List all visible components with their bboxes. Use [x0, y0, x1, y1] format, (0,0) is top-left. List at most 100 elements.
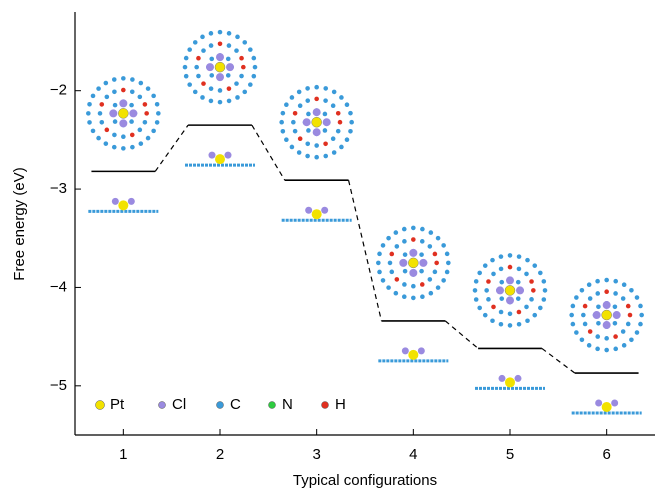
atom: [517, 310, 522, 315]
atom: [323, 98, 328, 103]
atom: [348, 129, 353, 134]
atom: [595, 279, 600, 284]
atom: [225, 152, 232, 159]
atom: [305, 154, 310, 159]
atom: [420, 282, 425, 287]
atom: [506, 296, 514, 304]
atom: [99, 120, 104, 125]
atom: [376, 261, 381, 266]
atom: [313, 108, 321, 116]
atom: [411, 237, 416, 242]
atom: [112, 90, 117, 95]
atom: [604, 348, 609, 353]
atom: [187, 47, 192, 52]
atom: [499, 322, 504, 327]
atom: [569, 313, 574, 318]
atom: [121, 88, 126, 93]
side-view-illustration: [88, 198, 158, 212]
atom: [201, 81, 206, 86]
atom: [314, 97, 319, 102]
atom: [227, 86, 232, 91]
y-tick-label: −2: [50, 82, 67, 99]
side-view-illustration: [185, 152, 255, 166]
atom: [331, 136, 336, 141]
atom: [574, 295, 579, 300]
atom: [139, 141, 144, 146]
atom: [151, 129, 156, 134]
chart: Free energy (eV) Typical configurations …: [0, 0, 656, 491]
atom: [532, 263, 537, 268]
atom: [377, 252, 382, 257]
atom: [411, 226, 416, 231]
atom: [323, 86, 328, 91]
atom: [419, 269, 424, 274]
atom: [622, 282, 627, 287]
atom: [474, 297, 479, 302]
atom: [242, 40, 247, 45]
atom: [595, 400, 602, 407]
atom: [596, 304, 601, 309]
atom: [441, 278, 446, 283]
atom: [602, 402, 612, 412]
atom: [121, 76, 126, 81]
legend-marker: [269, 402, 276, 409]
atom: [323, 118, 331, 126]
legend-marker: [217, 402, 224, 409]
atom: [242, 90, 247, 95]
atom: [313, 128, 321, 136]
atom: [218, 88, 223, 93]
atom: [403, 269, 408, 274]
atom: [184, 74, 189, 79]
atom: [155, 120, 160, 125]
atom: [571, 322, 576, 327]
legend-marker: [322, 402, 329, 409]
atom: [129, 119, 134, 124]
atom: [595, 291, 600, 296]
atom: [626, 322, 631, 327]
atom: [130, 133, 135, 138]
molecule-illustration: [279, 85, 354, 160]
atom: [193, 40, 198, 45]
atom: [635, 330, 640, 335]
atom: [226, 63, 234, 71]
legend-label: Cl: [172, 396, 186, 413]
atom: [595, 334, 600, 339]
atom: [91, 129, 96, 134]
atom: [227, 99, 232, 104]
atom: [611, 400, 618, 407]
atom: [499, 280, 504, 285]
atom: [593, 311, 601, 319]
atom: [418, 347, 425, 354]
atom: [113, 119, 118, 124]
atom: [595, 347, 600, 352]
atom: [216, 53, 224, 61]
atom: [542, 279, 547, 284]
atom: [381, 243, 386, 248]
atom: [445, 252, 450, 257]
legend-label: N: [282, 396, 293, 413]
atom: [121, 146, 126, 151]
atom: [603, 301, 611, 309]
atom: [491, 305, 496, 310]
atom: [298, 136, 303, 141]
atom: [486, 297, 491, 302]
atom: [524, 272, 529, 277]
atom: [138, 95, 143, 100]
atom: [402, 282, 407, 287]
y-tick-label: −5: [50, 377, 67, 394]
legend-label: H: [335, 396, 346, 413]
atom: [218, 100, 223, 105]
atom: [386, 285, 391, 290]
atom: [130, 77, 135, 82]
atom: [129, 103, 134, 108]
atom: [505, 285, 515, 295]
atom: [596, 321, 601, 326]
atom: [293, 111, 298, 116]
connector: [252, 125, 285, 180]
connector: [155, 125, 188, 171]
atom: [588, 296, 593, 301]
atom: [613, 311, 621, 319]
atom: [508, 323, 513, 328]
side-view-illustration: [475, 375, 545, 389]
atom: [604, 278, 609, 283]
